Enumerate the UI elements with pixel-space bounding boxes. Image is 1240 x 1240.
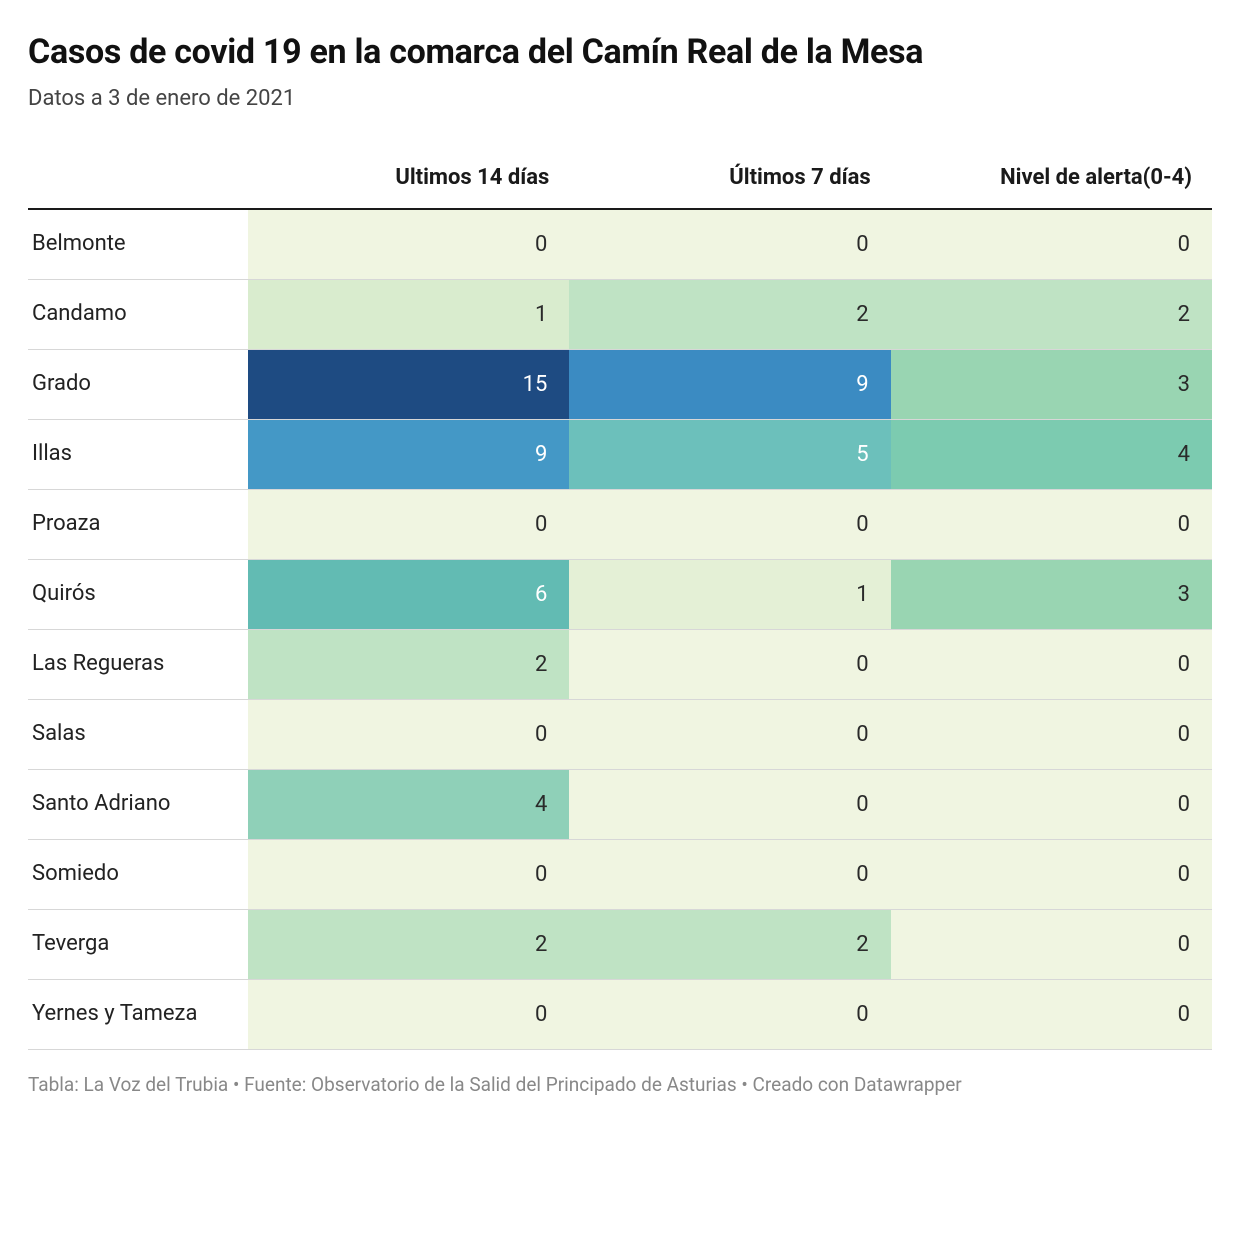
table-row: Santo Adriano400 — [28, 769, 1212, 839]
table-header-cell: Últimos 7 días — [569, 151, 890, 209]
table-row: Salas000 — [28, 699, 1212, 769]
data-table: Ultimos 14 díasÚltimos 7 díasNivel de al… — [28, 151, 1212, 1050]
data-cell: 0 — [891, 209, 1212, 279]
data-cell: 0 — [569, 489, 890, 559]
data-cell: 0 — [569, 769, 890, 839]
municipality-name: Grado — [28, 349, 248, 419]
municipality-name: Quirós — [28, 559, 248, 629]
municipality-name: Salas — [28, 699, 248, 769]
data-cell: 0 — [248, 839, 569, 909]
table-header-cell — [28, 151, 248, 209]
data-cell: 0 — [569, 839, 890, 909]
data-cell: 0 — [569, 979, 890, 1049]
data-cell: 0 — [248, 979, 569, 1049]
data-cell: 0 — [569, 699, 890, 769]
data-cell: 5 — [569, 419, 890, 489]
table-row: Illas954 — [28, 419, 1212, 489]
data-cell: 0 — [891, 909, 1212, 979]
table-row: Grado1593 — [28, 349, 1212, 419]
data-cell: 9 — [569, 349, 890, 419]
data-cell: 0 — [891, 769, 1212, 839]
data-cell: 3 — [891, 559, 1212, 629]
table-row: Somiedo000 — [28, 839, 1212, 909]
table-row: Belmonte000 — [28, 209, 1212, 279]
municipality-name: Teverga — [28, 909, 248, 979]
municipality-name: Proaza — [28, 489, 248, 559]
table-header-row: Ultimos 14 díasÚltimos 7 díasNivel de al… — [28, 151, 1212, 209]
data-cell: 6 — [248, 559, 569, 629]
data-cell: 1 — [248, 279, 569, 349]
table-body: Belmonte000Candamo122Grado1593Illas954Pr… — [28, 209, 1212, 1049]
data-cell: 2 — [248, 909, 569, 979]
table-row: Yernes y Tameza000 — [28, 979, 1212, 1049]
data-cell: 0 — [891, 629, 1212, 699]
data-cell: 0 — [891, 699, 1212, 769]
municipality-name: Las Regueras — [28, 629, 248, 699]
page-title: Casos de covid 19 en la comarca del Camí… — [28, 32, 1212, 72]
municipality-name: Somiedo — [28, 839, 248, 909]
table-row: Proaza000 — [28, 489, 1212, 559]
table-row: Las Regueras200 — [28, 629, 1212, 699]
data-cell: 3 — [891, 349, 1212, 419]
data-cell: 0 — [569, 629, 890, 699]
municipality-name: Santo Adriano — [28, 769, 248, 839]
data-cell: 0 — [248, 209, 569, 279]
municipality-name: Illas — [28, 419, 248, 489]
table-footer: Tabla: La Voz del Trubia • Fuente: Obser… — [28, 1072, 1212, 1099]
data-cell: 0 — [891, 839, 1212, 909]
data-cell: 2 — [569, 909, 890, 979]
data-cell: 15 — [248, 349, 569, 419]
data-cell: 0 — [891, 489, 1212, 559]
data-cell: 0 — [891, 979, 1212, 1049]
data-cell: 9 — [248, 419, 569, 489]
table-row: Quirós613 — [28, 559, 1212, 629]
data-cell: 1 — [569, 559, 890, 629]
data-cell: 2 — [891, 279, 1212, 349]
data-cell: 2 — [248, 629, 569, 699]
municipality-name: Yernes y Tameza — [28, 979, 248, 1049]
table-header-cell: Ultimos 14 días — [248, 151, 569, 209]
data-cell: 0 — [248, 699, 569, 769]
data-cell: 4 — [891, 419, 1212, 489]
table-header-cell: Nivel de alerta(0-4) — [891, 151, 1212, 209]
table-row: Candamo122 — [28, 279, 1212, 349]
municipality-name: Candamo — [28, 279, 248, 349]
data-cell: 2 — [569, 279, 890, 349]
data-cell: 0 — [569, 209, 890, 279]
page-subtitle: Datos a 3 de enero de 2021 — [28, 86, 1212, 111]
data-cell: 4 — [248, 769, 569, 839]
municipality-name: Belmonte — [28, 209, 248, 279]
table-row: Teverga220 — [28, 909, 1212, 979]
data-cell: 0 — [248, 489, 569, 559]
